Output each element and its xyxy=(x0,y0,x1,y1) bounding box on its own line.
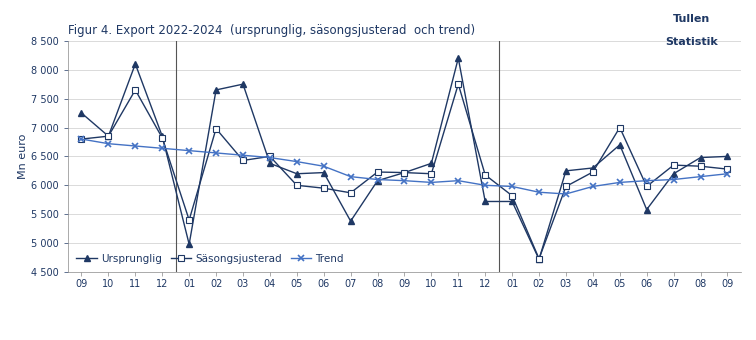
Trend xyxy=(454,178,463,183)
Y-axis label: Mn euro: Mn euro xyxy=(18,134,29,179)
Trend xyxy=(507,184,516,188)
Trend xyxy=(534,190,544,194)
Säsongsjusterad xyxy=(400,171,409,175)
Ursprunglig xyxy=(507,200,516,204)
Säsongsjusterad xyxy=(346,191,355,195)
Trend xyxy=(669,177,678,182)
Trend xyxy=(588,184,597,188)
Trend xyxy=(615,180,624,184)
Line: Trend: Trend xyxy=(79,136,730,197)
Ursprunglig xyxy=(427,161,436,165)
Trend xyxy=(642,178,651,183)
Säsongsjusterad xyxy=(104,134,113,138)
Trend xyxy=(265,155,274,159)
Ursprunglig xyxy=(238,82,247,86)
Säsongsjusterad xyxy=(427,172,436,176)
Trend xyxy=(346,175,355,179)
Säsongsjusterad xyxy=(454,82,463,86)
Ursprunglig xyxy=(293,172,302,176)
Trend xyxy=(481,183,490,187)
Trend xyxy=(400,178,409,183)
Ursprunglig xyxy=(212,88,221,92)
Ursprunglig xyxy=(158,134,167,138)
Säsongsjusterad xyxy=(77,137,86,141)
Säsongsjusterad xyxy=(131,88,140,92)
Ursprunglig xyxy=(696,155,705,159)
Ursprunglig xyxy=(77,111,86,115)
Ursprunglig xyxy=(319,171,328,175)
Trend xyxy=(319,164,328,168)
Ursprunglig xyxy=(400,171,409,175)
Säsongsjusterad xyxy=(534,257,544,261)
Säsongsjusterad xyxy=(615,125,624,130)
Trend xyxy=(158,146,167,150)
Säsongsjusterad xyxy=(293,183,302,187)
Trend xyxy=(212,151,221,155)
Säsongsjusterad xyxy=(184,218,194,222)
Säsongsjusterad xyxy=(238,158,247,163)
Ursprunglig xyxy=(104,134,113,138)
Legend: Ursprunglig, Säsongsjusterad, Trend: Ursprunglig, Säsongsjusterad, Trend xyxy=(73,251,347,267)
Säsongsjusterad xyxy=(642,184,651,188)
Säsongsjusterad xyxy=(507,194,516,198)
Trend xyxy=(104,142,113,146)
Ursprunglig xyxy=(615,143,624,147)
Säsongsjusterad xyxy=(373,170,382,174)
Säsongsjusterad xyxy=(265,154,274,158)
Säsongsjusterad xyxy=(212,126,221,131)
Ursprunglig xyxy=(588,166,597,170)
Ursprunglig xyxy=(562,169,571,173)
Text: Tullen: Tullen xyxy=(673,14,711,23)
Säsongsjusterad xyxy=(669,163,678,167)
Trend xyxy=(77,137,86,141)
Ursprunglig xyxy=(723,154,732,158)
Line: Ursprunglig: Ursprunglig xyxy=(79,55,730,262)
Line: Säsongsjusterad: Säsongsjusterad xyxy=(79,81,730,261)
Ursprunglig xyxy=(669,172,678,176)
Ursprunglig xyxy=(184,242,194,246)
Trend xyxy=(723,172,732,176)
Säsongsjusterad xyxy=(696,164,705,168)
Trend xyxy=(293,159,302,164)
Ursprunglig xyxy=(481,200,490,204)
Trend xyxy=(184,149,194,153)
Säsongsjusterad xyxy=(158,136,167,140)
Text: Statistik: Statistik xyxy=(665,37,718,47)
Säsongsjusterad xyxy=(723,167,732,171)
Trend xyxy=(131,144,140,148)
Ursprunglig xyxy=(346,219,355,223)
Trend xyxy=(696,175,705,179)
Ursprunglig xyxy=(265,161,274,165)
Trend xyxy=(562,192,571,196)
Ursprunglig xyxy=(454,56,463,60)
Text: Figur 4. Export 2022-2024  (ursprunglig, säsongsjusterad  och trend): Figur 4. Export 2022-2024 (ursprunglig, … xyxy=(68,24,476,37)
Trend xyxy=(238,153,247,157)
Säsongsjusterad xyxy=(588,170,597,174)
Ursprunglig xyxy=(534,257,544,261)
Ursprunglig xyxy=(373,178,382,183)
Ursprunglig xyxy=(642,207,651,211)
Säsongsjusterad xyxy=(319,186,328,190)
Trend xyxy=(427,180,436,184)
Säsongsjusterad xyxy=(562,184,571,188)
Säsongsjusterad xyxy=(481,173,490,177)
Ursprunglig xyxy=(131,62,140,66)
Trend xyxy=(373,177,382,182)
